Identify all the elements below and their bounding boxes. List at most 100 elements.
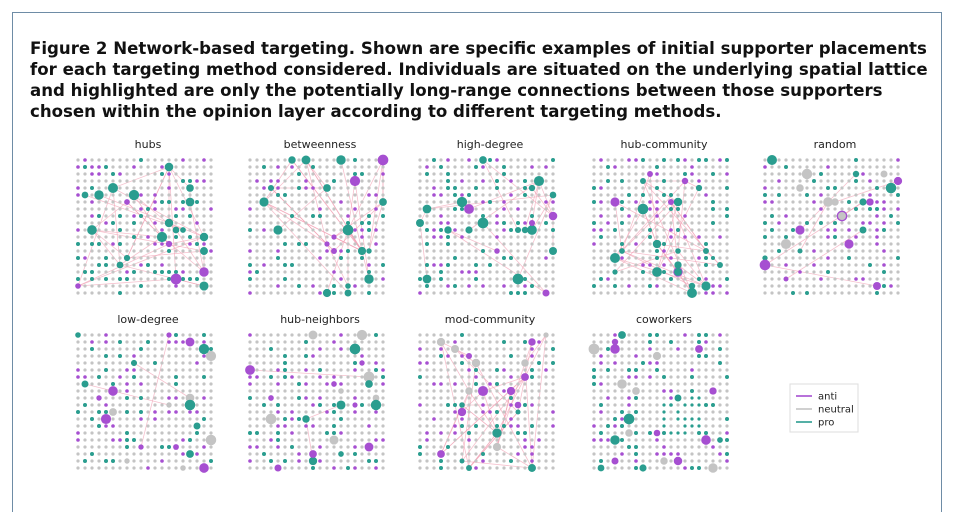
node — [374, 431, 378, 435]
node — [641, 193, 645, 197]
node — [495, 270, 499, 274]
node — [432, 396, 436, 400]
node — [374, 207, 378, 211]
node — [551, 410, 555, 414]
node — [613, 193, 617, 197]
node — [325, 459, 329, 463]
node — [704, 459, 708, 463]
node — [439, 445, 443, 449]
hub-node — [185, 337, 195, 347]
node — [641, 368, 645, 372]
node — [530, 200, 534, 204]
node — [669, 235, 673, 239]
edge — [764, 264, 878, 287]
node — [791, 172, 795, 176]
node — [523, 221, 527, 225]
node — [620, 179, 624, 183]
node — [353, 249, 357, 253]
node — [704, 452, 708, 456]
node — [104, 368, 108, 372]
node — [311, 193, 315, 197]
node — [181, 284, 185, 288]
node — [669, 459, 673, 463]
node — [90, 459, 94, 463]
node — [683, 431, 687, 435]
node — [269, 410, 273, 414]
node — [167, 445, 171, 449]
node — [97, 256, 101, 260]
node — [488, 382, 492, 386]
node — [339, 410, 343, 414]
node — [502, 200, 506, 204]
node — [798, 172, 802, 176]
node — [488, 410, 492, 414]
node — [181, 368, 185, 372]
node — [76, 165, 80, 169]
node — [139, 361, 143, 365]
node — [537, 284, 541, 288]
node — [111, 256, 115, 260]
node — [509, 207, 513, 211]
node — [599, 445, 603, 449]
node — [690, 389, 694, 393]
node — [332, 431, 336, 435]
node — [481, 459, 485, 463]
node — [374, 340, 378, 344]
node — [160, 445, 164, 449]
node — [627, 235, 631, 239]
network-panel — [759, 155, 903, 295]
node — [711, 452, 715, 456]
node — [367, 354, 371, 358]
node — [439, 389, 443, 393]
node — [819, 186, 823, 190]
node — [592, 207, 596, 211]
node — [104, 396, 108, 400]
node — [188, 193, 192, 197]
node — [697, 172, 701, 176]
node — [683, 270, 687, 274]
node — [248, 375, 252, 379]
node — [209, 277, 213, 281]
node — [634, 228, 638, 232]
node — [353, 340, 357, 344]
node — [139, 249, 143, 253]
node — [648, 410, 652, 414]
node — [325, 284, 329, 288]
node — [683, 445, 687, 449]
node — [690, 403, 694, 407]
edges — [84, 334, 191, 448]
node — [439, 221, 443, 225]
node — [132, 284, 136, 288]
node — [304, 431, 308, 435]
node — [262, 466, 266, 470]
node — [683, 333, 687, 337]
node — [544, 396, 548, 400]
node — [826, 263, 830, 267]
node — [181, 221, 185, 225]
node — [683, 284, 687, 288]
node — [374, 452, 378, 456]
node — [181, 200, 185, 204]
node — [896, 158, 900, 162]
node — [509, 347, 513, 351]
node — [367, 403, 371, 407]
node — [875, 291, 879, 295]
node — [683, 172, 687, 176]
node — [854, 193, 858, 197]
node — [791, 193, 795, 197]
node — [847, 172, 851, 176]
node — [318, 445, 322, 449]
node — [606, 165, 610, 169]
node — [146, 179, 150, 183]
node — [613, 403, 617, 407]
edge — [496, 334, 547, 434]
node — [425, 340, 429, 344]
node — [662, 347, 666, 351]
node — [104, 291, 108, 295]
node — [495, 263, 499, 267]
node — [325, 375, 329, 379]
node — [160, 396, 164, 400]
node — [812, 172, 816, 176]
node — [318, 361, 322, 365]
node — [551, 389, 555, 393]
